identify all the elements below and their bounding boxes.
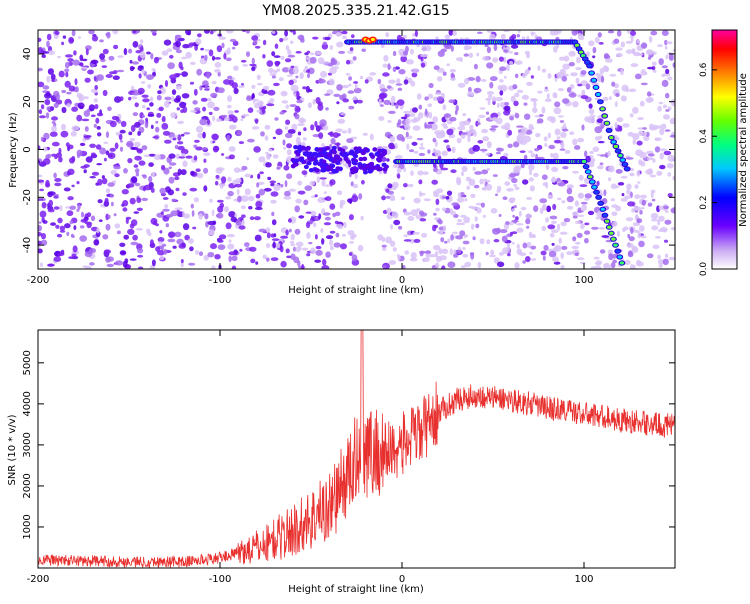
colorbar-tick-label: 0.0	[699, 262, 709, 277]
snr-x-tick-label: 0	[399, 574, 405, 585]
snr-x-tick-label: -100	[209, 574, 232, 585]
colorbar-tick-label: 0.2	[699, 195, 709, 209]
colorbar-label: Normalized spectral amplitude	[738, 73, 749, 227]
snr-x-ticks: -200 -100 0 100	[27, 330, 594, 585]
snr-x-axis-label: Height of straight line (km)	[288, 584, 424, 595]
snr-frame	[37, 329, 676, 569]
colorbar: 0.0 0.2 0.4 0.6 Normalized spectral amplitu…	[699, 29, 749, 276]
snr-x-tick-label: 100	[574, 574, 593, 585]
spectrogram-x-axis-label: Height of straight line (km)	[288, 285, 424, 296]
snr-y-tick-label: 5000	[22, 350, 33, 375]
colorbar-frame	[711, 29, 738, 270]
spectrogram-y-tick-label: -20	[22, 189, 33, 205]
spectrogram-x-tick-label: 100	[574, 275, 593, 286]
chart-title: YM08.2025.335.21.42.G15	[261, 3, 449, 19]
snr-y-tick-label: 4000	[22, 391, 33, 416]
snr-y-ticks: 1000 2000 3000 4000 5000	[22, 350, 675, 540]
spectrogram-y-tick-label: 20	[22, 95, 33, 108]
spectrogram-y-axis-label: Frequency (Hz)	[8, 112, 19, 188]
snr-y-axis-label: SNR (10 * v/v)	[7, 414, 18, 485]
spectrogram-x-tick-label: -100	[209, 275, 232, 286]
spectrogram-x-tick-label: -200	[27, 275, 50, 286]
colorbar-tick-label: 0.4	[699, 129, 709, 144]
snr-series-line	[38, 330, 675, 568]
spectrogram-y-tick-label: 40	[22, 48, 33, 61]
colorbar-ticks: 0.0 0.2 0.4 0.6	[699, 62, 717, 276]
colorbar-gradient	[712, 30, 737, 269]
snr-panel: -200 -100 0 100 1000 2000 3000 4000 5000 Height…	[7, 329, 676, 595]
snr-x-tick-label: -200	[27, 574, 50, 585]
spectrogram-x-ticks: -200 -100 0 100	[27, 30, 594, 286]
spectrogram-y-tick-label: 0	[22, 146, 33, 152]
spectrogram-y-ticks: -40 -20 0 20 40	[22, 48, 675, 253]
snr-y-tick-label: 3000	[22, 432, 33, 457]
colorbar-tick-label: 0.6	[699, 62, 709, 77]
spectrogram-traces	[290, 36, 631, 266]
spectrogram-y-tick-label: -40	[22, 237, 33, 253]
snr-y-tick-label: 1000	[22, 514, 33, 539]
spectrogram-x-tick-label: 0	[399, 275, 405, 286]
snr-y-tick-label: 2000	[22, 473, 33, 498]
